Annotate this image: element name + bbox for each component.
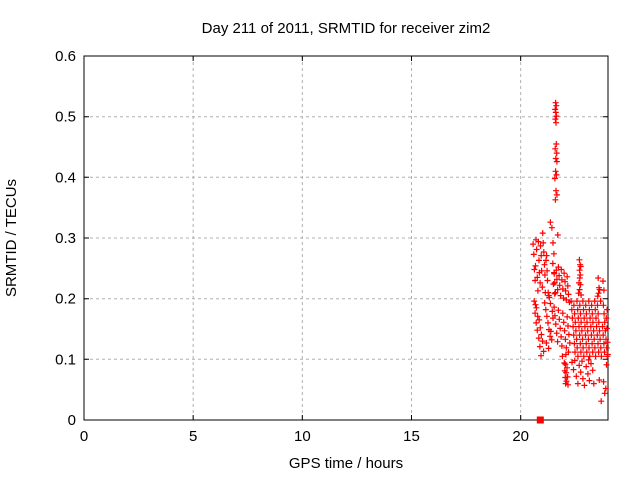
y-tick-label: 0.5 (55, 109, 76, 126)
x-tick-label: 10 (294, 428, 311, 445)
y-axis-label: SRMTID / TECUs (3, 179, 20, 297)
y-tick-label: 0.3 (55, 230, 76, 247)
y-tick-label: 0 (68, 412, 76, 429)
y-tick-label: 0.6 (55, 48, 76, 65)
y-tick-label: 0.2 (55, 291, 76, 308)
axis-ticks (83, 55, 608, 421)
data-points-srmtid (530, 99, 611, 405)
grid-lines (84, 56, 608, 420)
y-tick-label: 0.4 (55, 169, 76, 186)
x-tick-label: 20 (512, 428, 529, 445)
chart-title: Day 211 of 2011, SRMTID for receiver zim… (202, 20, 491, 37)
x-axis-label: GPS time / hours (289, 455, 403, 472)
chart-layer: 0 5 10 15 20 0 0.1 0.2 0.3 0.4 0.5 0.6 (55, 48, 611, 445)
data-point-zero-flag (536, 416, 544, 424)
x-tick-label: 5 (189, 428, 197, 445)
y-tick-label: 0.1 (55, 351, 76, 368)
x-tick-label: 15 (403, 428, 420, 445)
x-tick-label: 0 (80, 428, 88, 445)
